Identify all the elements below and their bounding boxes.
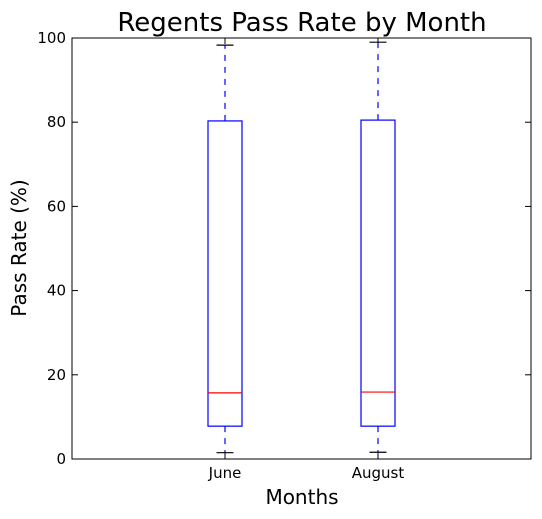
y-tick-label: 100: [37, 29, 66, 47]
axes-frame: [71, 37, 532, 460]
iqr-box: [360, 119, 396, 427]
x-axis-label: Months: [265, 485, 338, 509]
x-tick-label: June: [208, 464, 242, 482]
x-tick-label: August: [352, 464, 405, 482]
chart-title: Regents Pass Rate by Month: [117, 8, 486, 38]
y-tick-label: 0: [56, 450, 66, 468]
y-tick-label: 80: [47, 113, 66, 131]
y-tick-label: 60: [47, 197, 66, 215]
y-axis-label: Pass Rate (%): [7, 179, 31, 316]
y-tick-label: 40: [47, 282, 66, 300]
iqr-box: [207, 120, 243, 427]
plot-area: 0 20 40 60 80 100 June August: [37, 29, 532, 482]
y-tick-label: 20: [47, 366, 66, 384]
